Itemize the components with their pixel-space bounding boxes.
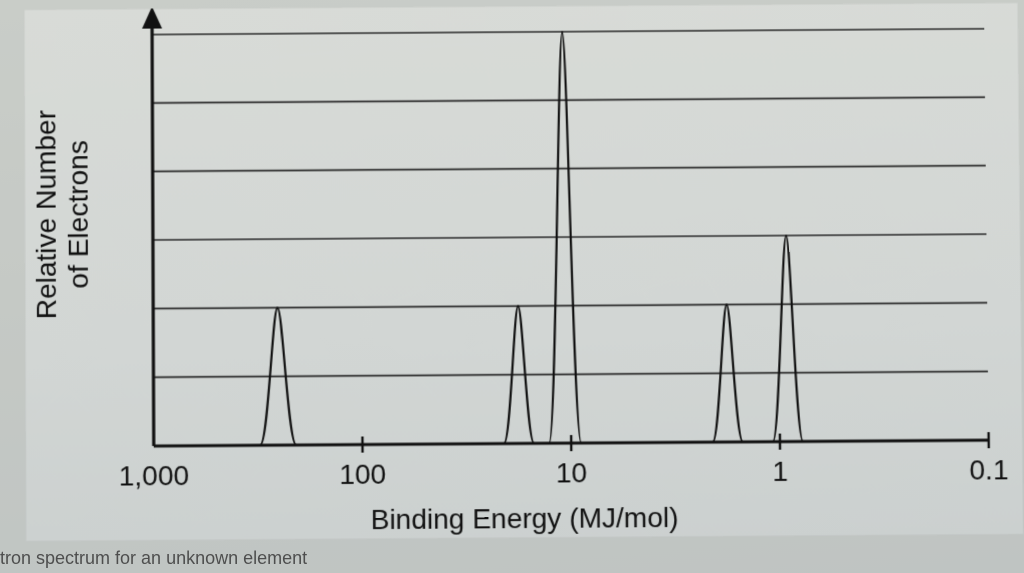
chart-card: Relative Number of Electrons Binding Ene…: [24, 3, 1024, 542]
x-tick-label: 0.1: [969, 454, 1008, 487]
y-axis-label-line1: Relative Number: [30, 110, 62, 319]
y-axis-label: Relative Number of Electrons: [30, 110, 95, 320]
y-axis-label-line2: of Electrons: [62, 140, 94, 289]
footer-partial-text: tron spectrum for an unknown element: [0, 548, 307, 569]
x-tick-label: 100: [339, 458, 386, 491]
x-tick-label: 1,000: [119, 460, 189, 493]
x-tick-label: 1: [772, 456, 788, 488]
x-tick-label: 10: [556, 457, 588, 489]
